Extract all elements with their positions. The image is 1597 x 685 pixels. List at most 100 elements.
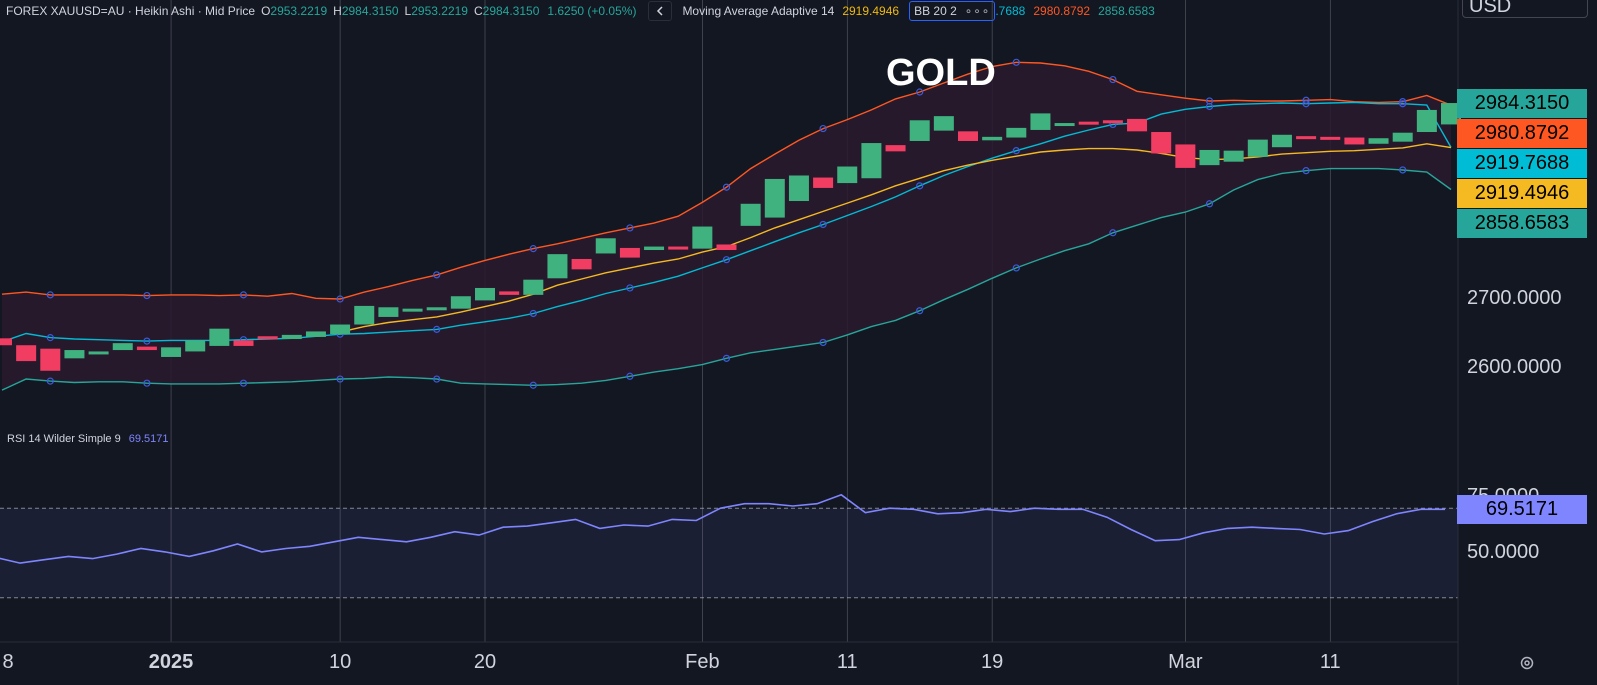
candle bbox=[1102, 120, 1123, 124]
currency-selector[interactable]: USD bbox=[1462, 0, 1588, 18]
time-axis-label: 11 bbox=[836, 651, 858, 673]
rsi-band-fill bbox=[0, 508, 1458, 598]
time-axis-label: 20 bbox=[473, 651, 497, 673]
candle bbox=[1441, 103, 1461, 125]
bb-marker bbox=[529, 309, 537, 318]
candle bbox=[1271, 134, 1292, 148]
candle bbox=[64, 350, 85, 359]
candle bbox=[257, 336, 278, 340]
candle bbox=[1127, 118, 1148, 132]
candle bbox=[281, 334, 302, 340]
bb-marker bbox=[1109, 229, 1117, 237]
candle bbox=[716, 244, 737, 251]
candle bbox=[1368, 138, 1389, 144]
price-tag: 2980.8792 bbox=[1457, 118, 1587, 148]
candle bbox=[136, 346, 157, 351]
candle bbox=[40, 348, 61, 371]
candle bbox=[1006, 127, 1027, 138]
bb-marker bbox=[143, 291, 151, 300]
open-value: 2953.2219 bbox=[270, 4, 328, 18]
change-value: 1.6250 (+0.05%) bbox=[547, 4, 637, 18]
rsi-value: 69.5171 bbox=[128, 433, 169, 445]
candle bbox=[354, 305, 375, 325]
candle bbox=[1223, 150, 1244, 162]
bb-marker bbox=[239, 291, 248, 299]
bb-marker bbox=[1109, 75, 1117, 84]
candle bbox=[1175, 144, 1196, 168]
bb-marker bbox=[1302, 96, 1310, 104]
candle bbox=[1078, 121, 1099, 125]
candle bbox=[933, 116, 954, 131]
candle bbox=[523, 279, 544, 295]
rsi-label: RSI 14 Wilder Simple 9 bbox=[7, 433, 121, 445]
candle bbox=[1199, 149, 1220, 166]
candle bbox=[305, 331, 326, 337]
heikin-ashi-candles bbox=[0, 103, 1461, 371]
price-tag: 2984.3150 bbox=[1457, 88, 1587, 118]
more-options-icon[interactable]: ∘∘∘ bbox=[964, 4, 991, 18]
candle bbox=[499, 291, 520, 295]
bb-upper-value: 2980.8792 bbox=[1033, 4, 1091, 18]
candle bbox=[88, 351, 109, 355]
legend-bar: FOREX XAUUSD=AU · Heikin Ashi · Mid Pric… bbox=[0, 0, 1458, 22]
time-axis-label: Feb bbox=[685, 651, 720, 673]
time-axis-label: 2025 bbox=[148, 651, 194, 673]
candle bbox=[330, 324, 351, 335]
candle bbox=[619, 247, 640, 258]
bb-basis-line bbox=[1, 101, 1452, 343]
chart-title: GOLD bbox=[886, 52, 996, 94]
bb-marker bbox=[1302, 167, 1310, 175]
candle bbox=[1030, 113, 1051, 130]
bb-marker bbox=[46, 334, 54, 342]
candle bbox=[571, 258, 592, 270]
candle bbox=[982, 136, 1003, 141]
candle bbox=[909, 120, 930, 141]
bb-marker bbox=[336, 295, 344, 303]
candle bbox=[426, 307, 447, 311]
candle bbox=[1054, 123, 1075, 127]
bb-marker bbox=[1302, 100, 1310, 108]
bb-marker bbox=[1205, 102, 1214, 111]
candle bbox=[644, 246, 665, 251]
bb-indicator-chip[interactable]: BB 20 2 ∘∘∘ bbox=[909, 1, 996, 21]
bb-marker bbox=[433, 271, 441, 279]
price-tag: 2919.7688 bbox=[1457, 148, 1587, 178]
candle bbox=[595, 238, 616, 254]
rsi-legend[interactable]: RSI 14 Wilder Simple 9 69.5171 bbox=[7, 433, 168, 445]
bb-marker bbox=[1012, 264, 1020, 272]
bb-lower-line bbox=[1, 167, 1452, 391]
symbol-label[interactable]: FOREX XAUUSD=AU · Heikin Ashi · Mid Pric… bbox=[6, 4, 256, 18]
candle bbox=[547, 254, 568, 279]
close-value: 2984.3150 bbox=[482, 4, 540, 18]
bb-marker bbox=[916, 182, 924, 190]
bb-marker bbox=[1399, 98, 1407, 106]
candle bbox=[185, 340, 206, 352]
candle bbox=[1416, 109, 1437, 133]
collapse-legend-button[interactable] bbox=[648, 1, 673, 21]
bb-marker bbox=[1012, 147, 1020, 155]
bb-marker bbox=[46, 377, 54, 385]
ma-indicator-value: 2919.4946 bbox=[842, 4, 900, 18]
candle bbox=[668, 246, 689, 250]
candle bbox=[209, 328, 230, 346]
candle bbox=[16, 345, 37, 362]
bb-lower-value: 2858.6583 bbox=[1098, 4, 1155, 18]
bb-marker bbox=[626, 372, 634, 380]
time-axis-label: Mar bbox=[1168, 651, 1203, 673]
bb-indicator-label: BB 20 2 bbox=[914, 4, 957, 18]
high-key: H bbox=[333, 4, 342, 18]
settings-icon[interactable] bbox=[1518, 654, 1536, 672]
candle bbox=[885, 145, 906, 152]
bb-marker bbox=[529, 381, 537, 389]
ma-indicator-label[interactable]: Moving Average Adaptive 14 bbox=[682, 4, 835, 18]
candle bbox=[692, 226, 713, 249]
candle bbox=[378, 307, 399, 317]
time-axis-label: 11 bbox=[1319, 651, 1341, 673]
bb-marker bbox=[916, 307, 924, 315]
low-key: L bbox=[404, 4, 412, 18]
candle bbox=[788, 175, 809, 202]
candle bbox=[764, 178, 785, 218]
bb-marker bbox=[46, 291, 54, 299]
candle bbox=[233, 340, 254, 346]
